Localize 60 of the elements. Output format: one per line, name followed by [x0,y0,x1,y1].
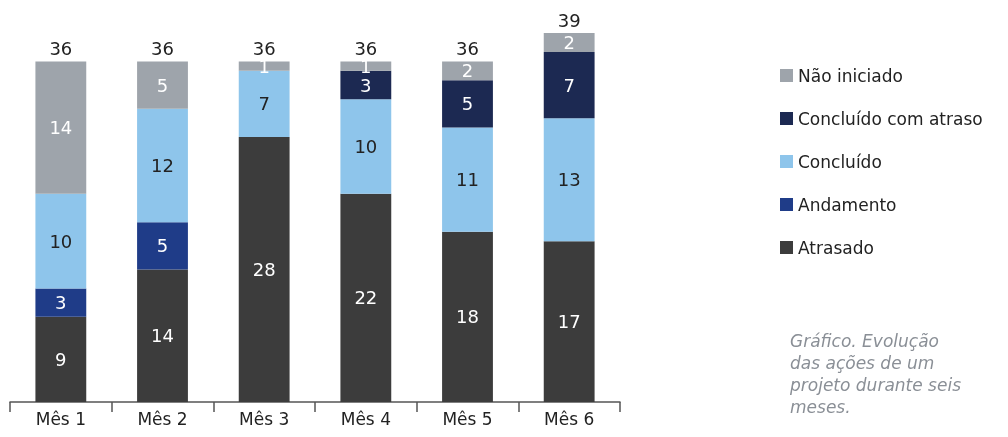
x-tick-label: Mês 2 [137,408,188,429]
data-label: 2 [563,31,575,53]
total-label: 39 [557,9,581,31]
legend-label: Não iniciado [798,65,903,86]
legend-label: Concluído [798,151,882,172]
data-label: 5 [461,93,474,115]
bar [340,61,392,71]
bar [340,193,392,402]
bar [340,99,392,194]
legend-label: Concluído com atraso [798,108,983,129]
bar [543,241,595,402]
data-label: 12 [151,154,174,176]
data-label: 13 [557,169,581,191]
data-label: 3 [360,74,372,96]
data-label: 10 [354,136,378,158]
text: Gráfico. Evolução das ações de um projeto durante seis meses. [789,331,967,417]
total-label: 36 [49,37,73,59]
x-tick-label: Mês 5 [442,408,493,429]
data-label: 9 [55,348,67,370]
x-tick-label: Mês 3 [239,408,290,429]
data-label: 10 [49,230,73,252]
x-tick-label: Mês 4 [340,408,391,429]
bar [442,231,493,402]
total-label: 36 [151,37,174,59]
data-label: 17 [557,311,581,333]
bar [35,316,87,402]
data-label: 18 [456,306,479,328]
bar [238,61,290,71]
data-label: 3 [55,292,67,314]
bar [137,222,188,270]
data-label: 5 [156,235,169,257]
data-label: 5 [156,74,169,96]
data-label: 7 [563,74,575,96]
x-tick-label: Mês 6 [544,408,595,429]
data-label: 11 [456,169,479,191]
bar [543,33,595,52]
bar [137,108,188,223]
total-label: 36 [354,37,378,59]
bar [442,61,493,81]
data-label: 28 [252,259,276,281]
total-label: 36 [456,37,479,59]
legend-label: Atrasado [798,237,874,258]
bar [543,118,595,242]
bar [35,61,87,194]
bar [442,127,493,232]
data-label: 2 [461,60,474,82]
x-tick-label: Mês 1 [35,408,86,429]
data-label: 22 [354,287,378,309]
data-label: 14 [151,325,174,347]
bar [137,269,188,402]
bar [35,193,87,289]
legend-label: Andamento [798,194,897,215]
total-label: 36 [252,37,276,59]
data-label: 7 [258,93,270,115]
bar [137,61,188,109]
bar [543,51,595,119]
data-label: 14 [49,117,73,139]
bar [35,288,87,317]
bar [238,137,290,402]
bar [442,80,493,128]
